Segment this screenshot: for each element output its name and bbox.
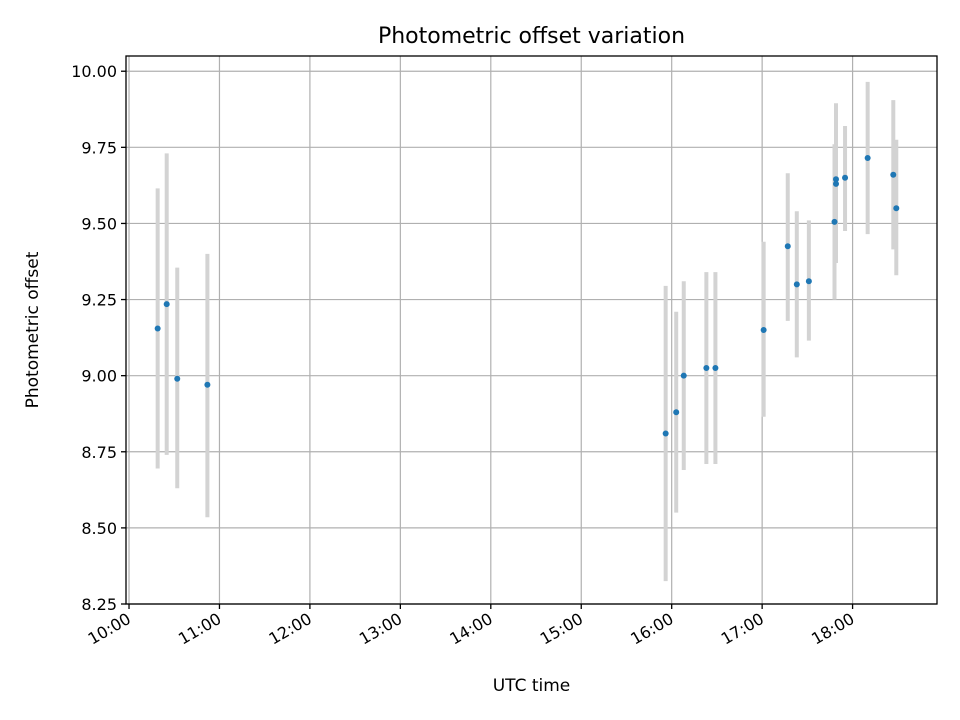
data-point <box>673 409 680 416</box>
data-point <box>833 180 840 187</box>
y-tick-label: 9.25 <box>81 291 117 310</box>
y-tick-label: 8.75 <box>81 443 117 462</box>
data-point <box>831 218 838 225</box>
data-point <box>784 243 791 250</box>
x-tick-label: 14:00 <box>446 609 495 649</box>
data-point <box>174 375 181 382</box>
x-axis-label: UTC time <box>493 676 571 696</box>
grid-layer <box>126 56 937 605</box>
x-tick-label: 15:00 <box>537 609 586 649</box>
data-point <box>793 281 800 288</box>
y-tick-label: 10.00 <box>71 62 117 81</box>
data-point <box>712 365 719 372</box>
data-point <box>204 381 211 388</box>
x-tick-label: 10:00 <box>85 609 134 649</box>
x-tick-label: 12:00 <box>265 609 314 649</box>
y-tick-label: 8.50 <box>81 519 117 538</box>
x-tick-label: 18:00 <box>808 609 857 649</box>
tick-layer: 10:00 11:00 12:00 13:00 14:00 15:00 16:00 17:00… <box>71 62 857 648</box>
data-point <box>890 171 897 178</box>
data-point <box>833 176 840 183</box>
data-point <box>864 154 871 161</box>
data-point <box>680 372 687 379</box>
errorbar-layer <box>155 81 899 582</box>
plot-frame <box>125 55 938 605</box>
data-point <box>703 365 710 372</box>
point-layer <box>154 154 900 437</box>
x-tick-label: 13:00 <box>356 609 405 649</box>
data-point <box>760 327 767 333</box>
y-axis-label: Photometric offset <box>23 251 43 408</box>
y-tick-label: 9.75 <box>81 138 117 157</box>
x-tick-label: 17:00 <box>718 609 767 649</box>
y-tick-label: 9.00 <box>81 367 117 386</box>
data-point <box>893 205 900 212</box>
data-point <box>154 325 161 332</box>
data-point <box>805 278 812 285</box>
chart-title: Photometric offset variation <box>378 24 685 49</box>
data-point <box>842 174 849 181</box>
x-tick-label: 11:00 <box>175 609 224 649</box>
data-point <box>662 430 669 437</box>
y-tick-label: 9.50 <box>81 214 117 233</box>
y-tick-label: 8.25 <box>81 595 117 614</box>
x-tick-label: 16:00 <box>627 609 676 649</box>
data-point <box>163 301 170 308</box>
